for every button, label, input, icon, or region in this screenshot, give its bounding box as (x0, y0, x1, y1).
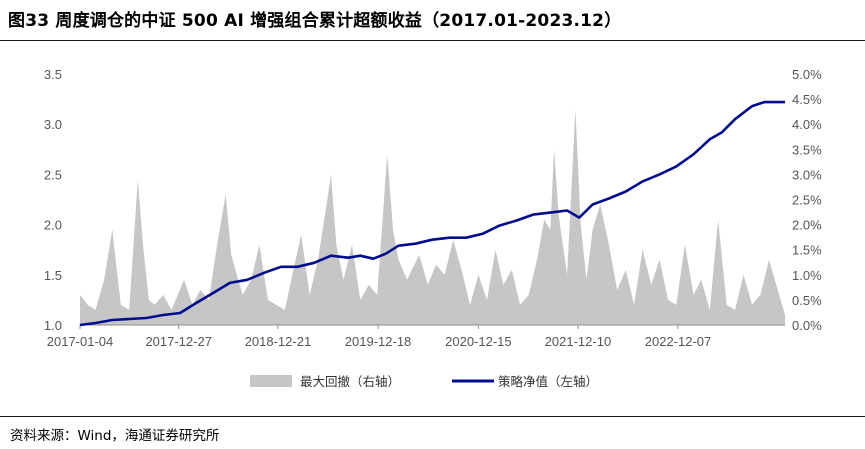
chart-title: 图33 周度调仓的中证 500 AI 增强组合累计超额收益（2017.01-20… (8, 11, 622, 31)
y-right-tick-label: 3.0% (792, 167, 822, 182)
bottom-rule (0, 416, 865, 417)
y-right-tick-label: 2.5% (792, 193, 822, 208)
y-right-tick-label: 5.0% (792, 67, 822, 82)
y-right-tick-label: 2.0% (792, 218, 822, 233)
legend-label-nav: 策略净值（左轴） (498, 374, 598, 389)
y-right-tick-label: 0.5% (792, 293, 822, 308)
source-note: 资料来源：Wind，海通证券研究所 (10, 428, 220, 444)
y-right-tick-label: 4.0% (792, 117, 822, 132)
y-right-tick-label: 3.5% (792, 142, 822, 157)
y-right-tick-label: 4.5% (792, 92, 822, 107)
legend: 最大回撤（右轴） 策略净值（左轴） (250, 374, 598, 389)
x-tick-label: 2020-12-15 (445, 334, 512, 349)
x-tick-label: 2019-12-18 (345, 334, 412, 349)
drawdown-area-layer (80, 109, 785, 325)
y-left-tick-label: 3.5 (44, 67, 62, 82)
drawdown-area (80, 109, 785, 325)
x-tick-label: 2017-12-27 (145, 334, 212, 349)
nav-line (79, 100, 785, 327)
legend-swatch-drawdown (250, 375, 292, 387)
axis-layer (79, 324, 785, 329)
y-left-tick-label: 1.0 (44, 318, 62, 333)
y-right-tick-label: 1.5% (792, 243, 822, 258)
y-left-tick-label: 2.0 (44, 218, 62, 233)
nav-line-layer (79, 100, 785, 327)
x-tick-label: 2018-12-21 (245, 334, 312, 349)
y-left-tick-label: 3.0 (44, 117, 62, 132)
x-tick-label: 2022-12-07 (645, 334, 712, 349)
tick-label-layer: 2017-01-04 2017-12-27 2018-12-21 2019-12-18… (44, 67, 822, 349)
x-tick-label: 2021-12-10 (545, 334, 612, 349)
y-right-tick-label: 1.0% (792, 268, 822, 283)
legend-label-drawdown: 最大回撤（右轴） (300, 374, 400, 389)
y-right-tick-label: 0.0% (792, 318, 822, 333)
y-left-tick-label: 1.5 (44, 268, 62, 283)
chart-area: 2017-01-04 2017-12-27 2018-12-21 2019-12-18… (44, 67, 822, 389)
top-rule (0, 40, 865, 41)
x-tick-label: 2017-01-04 (47, 334, 114, 349)
y-left-tick-label: 2.5 (44, 167, 62, 182)
